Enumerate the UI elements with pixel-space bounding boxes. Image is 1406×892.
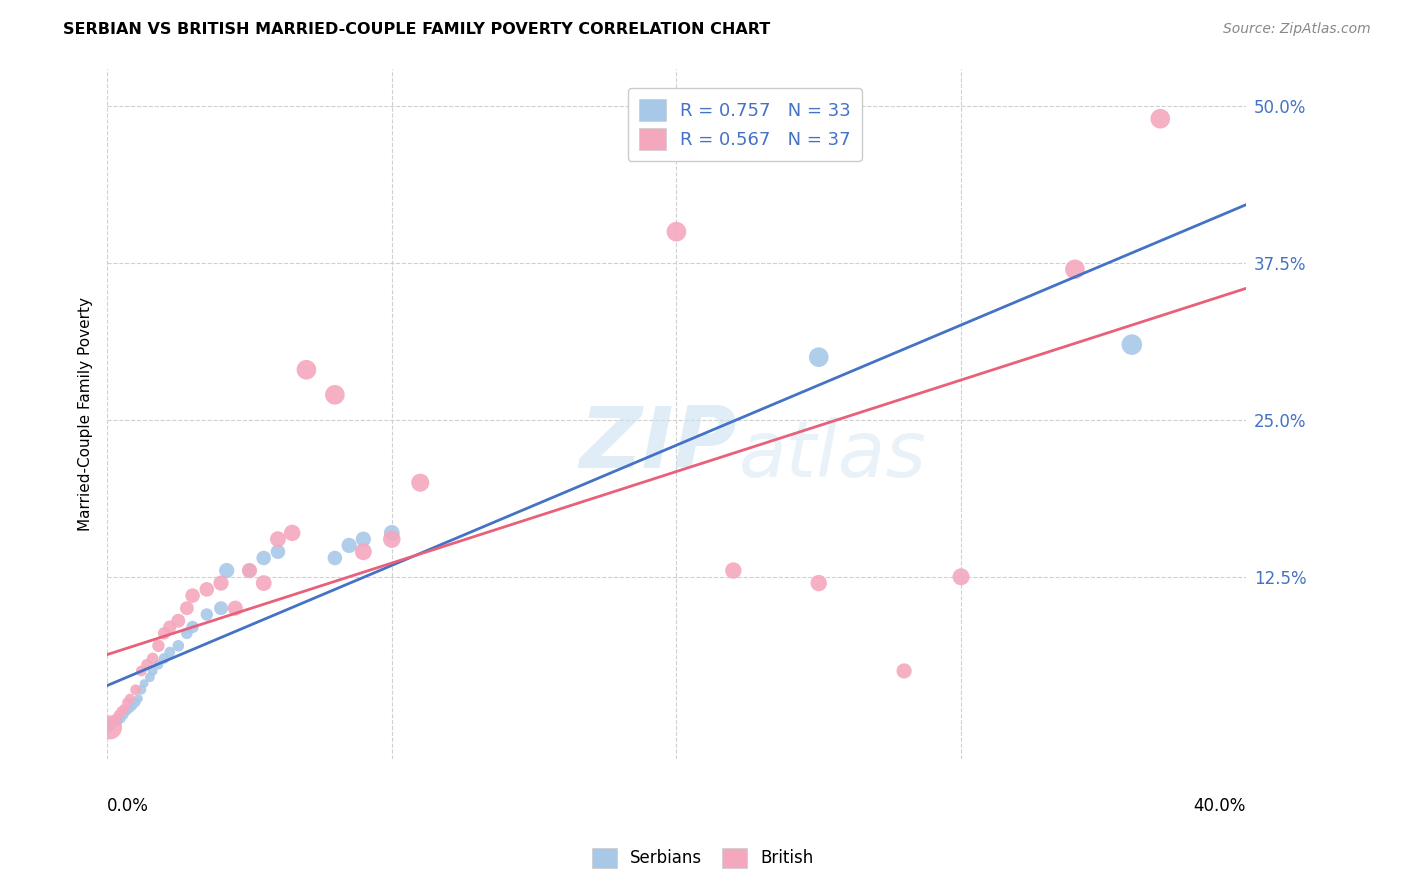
Point (167, 614, 190, 628)
Point (281, 525, 304, 540)
Point (181, 589, 204, 603)
Point (381, 525, 404, 540)
Point (209, 601, 232, 615)
Point (148, 639, 170, 653)
Y-axis label: Married-Couple Family Poverty: Married-Couple Family Poverty (79, 297, 93, 531)
Point (807, 350, 830, 364)
Point (110, 712, 132, 726)
Point (950, 570, 973, 584)
Point (215, 564, 238, 578)
Point (195, 607, 218, 622)
Point (224, 601, 246, 615)
Point (148, 657, 170, 672)
Legend: Serbians, British: Serbians, British (585, 841, 821, 875)
Point (104, 712, 127, 726)
Point (1064, 262, 1087, 277)
Point (267, 545, 290, 559)
Point (98, 720, 121, 734)
Point (115, 695, 138, 709)
Text: 0.0%: 0.0% (107, 797, 149, 814)
Point (127, 691, 149, 706)
Point (253, 551, 276, 566)
Point (121, 699, 143, 714)
Point (1149, 112, 1171, 126)
Point (101, 716, 124, 731)
Point (139, 670, 162, 684)
Point (124, 695, 146, 709)
Point (115, 704, 138, 718)
Point (381, 532, 404, 546)
Point (352, 532, 374, 546)
Point (159, 645, 181, 659)
Point (267, 532, 290, 546)
Point (238, 564, 260, 578)
Point (295, 362, 318, 376)
Point (142, 664, 165, 678)
Point (112, 701, 135, 715)
Point (131, 682, 153, 697)
Point (253, 576, 276, 591)
Point (118, 691, 141, 706)
Point (124, 682, 146, 697)
Point (112, 707, 135, 722)
Point (104, 714, 127, 728)
Point (352, 545, 374, 559)
Text: atlas: atlas (740, 417, 927, 493)
Point (665, 225, 688, 239)
Point (118, 701, 141, 715)
Text: 40.0%: 40.0% (1194, 797, 1246, 814)
Point (176, 601, 198, 615)
Point (101, 714, 124, 728)
Point (238, 564, 260, 578)
Text: Source: ZipAtlas.com: Source: ZipAtlas.com (1223, 22, 1371, 37)
Point (159, 620, 181, 634)
Point (209, 576, 232, 591)
Text: SERBIAN VS BRITISH MARRIED-COUPLE FAMILY POVERTY CORRELATION CHART: SERBIAN VS BRITISH MARRIED-COUPLE FAMILY… (63, 22, 770, 37)
Point (107, 707, 129, 722)
Point (107, 714, 129, 728)
Point (98, 720, 121, 734)
Point (176, 626, 198, 640)
Point (142, 651, 165, 665)
Point (153, 626, 176, 640)
Point (807, 576, 830, 591)
Point (136, 657, 159, 672)
Text: ZIP: ZIP (579, 403, 737, 486)
Point (323, 551, 346, 566)
Point (1121, 337, 1143, 351)
Point (181, 620, 204, 634)
Point (153, 651, 176, 665)
Point (134, 676, 156, 690)
Point (723, 564, 745, 578)
Legend: R = 0.757   N = 33, R = 0.567   N = 37: R = 0.757 N = 33, R = 0.567 N = 37 (627, 88, 862, 161)
Point (337, 538, 360, 552)
Point (323, 388, 346, 402)
Point (131, 664, 153, 678)
Point (893, 664, 915, 678)
Point (409, 475, 432, 490)
Point (110, 704, 132, 718)
Point (167, 639, 190, 653)
Point (195, 582, 218, 597)
